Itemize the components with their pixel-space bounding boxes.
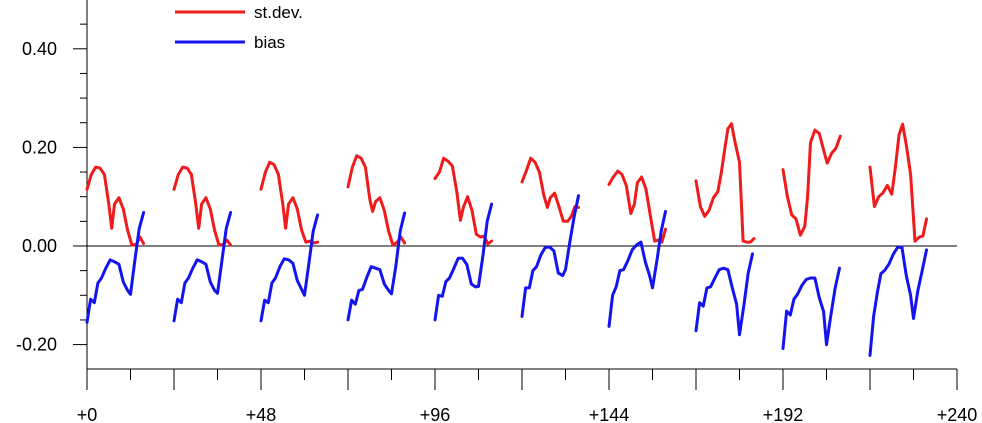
st-dev-series-line bbox=[694, 122, 756, 244]
x-tick-label: +240 bbox=[937, 405, 978, 423]
x-tick-label: +48 bbox=[246, 405, 277, 423]
y-tick-label: 0.00 bbox=[22, 236, 57, 256]
st-dev-series-line bbox=[259, 160, 320, 245]
st-dev-series-line bbox=[520, 156, 580, 223]
bias-series-line bbox=[172, 211, 233, 323]
legend-label-st-dev: st.dev. bbox=[254, 3, 303, 22]
axes: 0.40 0.20 0.00 -0.20 +0 +48 +96 +144 +192 +240 bbox=[16, 0, 977, 423]
bias-series-line bbox=[346, 211, 407, 322]
st-dev-series-line bbox=[868, 122, 928, 243]
st-dev-series-line bbox=[433, 156, 494, 246]
x-tick-label: +192 bbox=[763, 405, 804, 423]
bias-series-line bbox=[85, 211, 146, 324]
st-dev-series-line bbox=[172, 165, 233, 247]
legend: st.dev. bias bbox=[175, 3, 303, 52]
y-tick-label: 0.40 bbox=[22, 39, 57, 59]
x-tick-label: +96 bbox=[420, 405, 451, 423]
bias-series-line bbox=[259, 213, 320, 323]
bias-series-line bbox=[868, 245, 928, 357]
st-dev-series-line bbox=[607, 169, 667, 244]
bias-series-line bbox=[694, 252, 754, 337]
st-dev-series-line bbox=[781, 128, 842, 237]
st-dev-series-line bbox=[85, 165, 146, 247]
bias-series-line bbox=[607, 210, 667, 328]
y-tick-label: 0.20 bbox=[22, 137, 57, 157]
series-layer bbox=[85, 122, 928, 357]
x-tick-label: +0 bbox=[77, 405, 98, 423]
legend-label-bias: bias bbox=[254, 33, 285, 52]
bias-series-line bbox=[520, 194, 580, 318]
st-dev-series-line bbox=[346, 154, 407, 247]
x-tick-label: +144 bbox=[589, 405, 630, 423]
y-tick-label: -0.20 bbox=[16, 335, 57, 355]
bias-series-line bbox=[781, 266, 841, 350]
bias-series-line bbox=[433, 202, 494, 322]
